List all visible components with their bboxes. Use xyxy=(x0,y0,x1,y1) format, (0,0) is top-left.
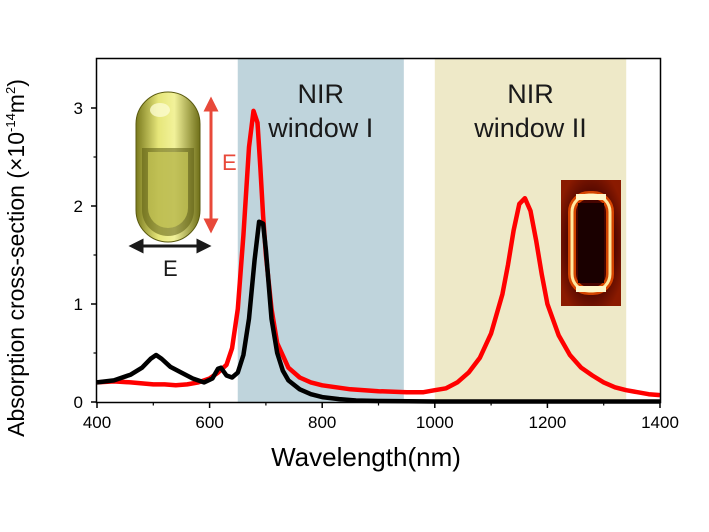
black-absorption-line xyxy=(96,219,660,404)
vertical-polarization-label: E xyxy=(222,150,237,175)
x-tick-label: 1200 xyxy=(528,413,566,432)
nir-window-1-label-line1: NIR xyxy=(298,79,345,109)
y-tick-label: 1 xyxy=(74,295,83,314)
y-axis: 0 1 2 3 xyxy=(74,99,97,412)
y-tick-label: 2 xyxy=(74,197,83,216)
y-axis-title-main: Absorption cross-section (×10 xyxy=(3,132,29,437)
y-axis-title-exp: -14 xyxy=(3,113,18,132)
x-tick-label: 1400 xyxy=(641,413,679,432)
x-axis: 400 600 800 1000 1200 1400 xyxy=(83,402,679,432)
x-tick-label: 400 xyxy=(83,413,111,432)
y-tick-label: 0 xyxy=(74,393,83,412)
y-axis-title-unit: m xyxy=(3,94,29,113)
y-tick-label: 3 xyxy=(74,99,83,118)
horizontal-polarization-label: E xyxy=(163,256,178,281)
x-axis-title: Wavelength(nm) xyxy=(271,442,461,472)
y-axis-title: Absorption cross-section (×10-14m2) xyxy=(3,79,29,437)
x-tick-label: 600 xyxy=(195,413,223,432)
nir-window-2-label-line2: window II xyxy=(473,113,587,143)
x-tick-label: 800 xyxy=(308,413,336,432)
y-axis-title-close: ) xyxy=(3,79,29,87)
nanorod-illustration xyxy=(135,91,201,243)
near-field-map-inset xyxy=(561,180,621,306)
nir-window-2-label-line1: NIR xyxy=(507,79,554,109)
nir-window-1-label-line2: window I xyxy=(267,113,373,143)
y-axis-title-unit-exp: 2 xyxy=(3,87,18,94)
x-tick-label: 1000 xyxy=(416,413,454,432)
